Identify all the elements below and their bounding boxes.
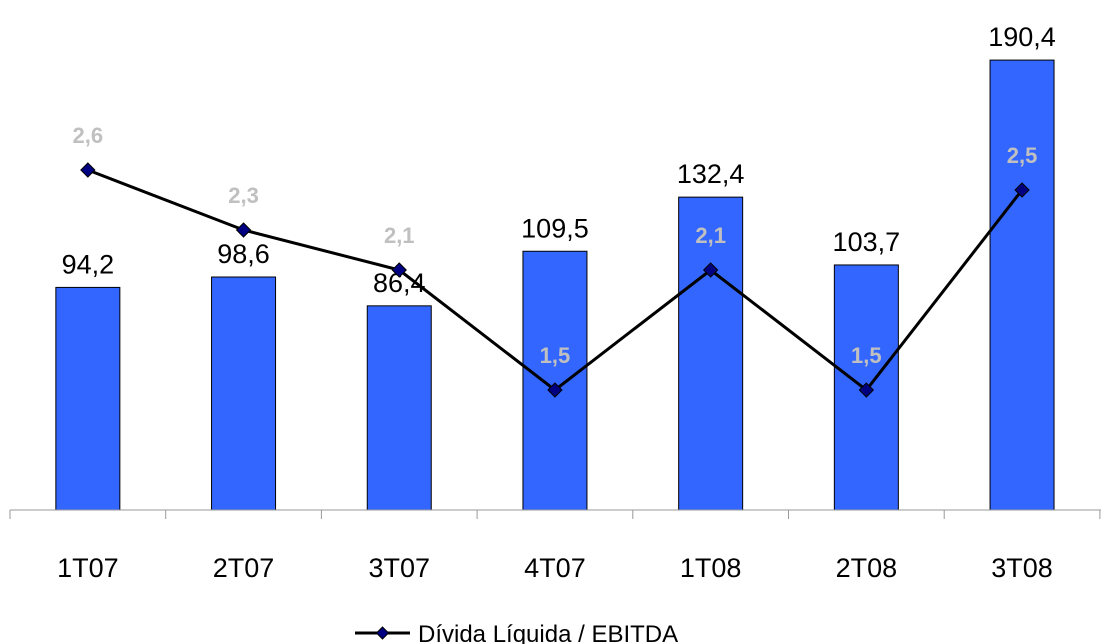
ratio-value-label: 2,6	[73, 123, 104, 148]
bar-value-label: 132,4	[677, 159, 745, 189]
ratio-value-label: 2,1	[384, 223, 415, 248]
bar-2T07	[211, 276, 277, 511]
category-label: 4T07	[524, 553, 586, 583]
category-label: 2T08	[836, 553, 898, 583]
category-label: 2T07	[213, 553, 275, 583]
bar-4T07	[522, 250, 588, 511]
legend-label: Dívida Líquida / EBITDA	[418, 621, 678, 644]
category-label: 3T07	[368, 553, 430, 583]
ratio-value-label: 1,5	[540, 343, 571, 368]
bar-value-label: 98,6	[217, 239, 270, 269]
bar-value-label: 94,2	[62, 249, 115, 279]
ratio-marker	[391, 262, 407, 278]
ratio-marker	[80, 162, 96, 178]
x-axis-category-labels: 1T07 2T07 3T07 4T07 1T08 2T08 3T08	[57, 553, 1053, 583]
ratio-marker	[1014, 182, 1030, 198]
ratio-value-label: 2,5	[1007, 143, 1038, 168]
ratio-marker	[235, 222, 252, 238]
category-label: 3T08	[991, 553, 1053, 583]
ratio-value-label: 2,3	[228, 183, 259, 208]
legend-marker-icon	[375, 626, 390, 640]
category-label: 1T08	[680, 553, 742, 583]
legend: Dívida Líquida / EBITDA	[355, 621, 678, 644]
bar-value-label: 190,4	[988, 22, 1056, 52]
ratio-marker	[702, 262, 719, 278]
ratio-value-label: 1,5	[851, 343, 882, 368]
bar-3T08	[989, 59, 1055, 511]
ratio-line-layer	[80, 162, 1030, 398]
bars-layer	[55, 59, 1055, 511]
bar-1T08	[678, 196, 744, 511]
bar-3T07	[366, 305, 432, 511]
bar-value-label: 109,5	[521, 213, 589, 243]
x-axis-ticks	[9, 510, 1101, 519]
ratio-marker	[547, 382, 563, 398]
category-label: 1T07	[57, 553, 119, 583]
bar-1T07	[55, 286, 121, 511]
ratio-marker	[858, 382, 875, 398]
bar-value-label: 103,7	[833, 227, 901, 257]
ratio-value-label: 2,1	[695, 223, 726, 248]
ratio-value-labels: 2,6 2,3 2,1 1,5 2,1 1,5 2,5	[73, 123, 1038, 368]
